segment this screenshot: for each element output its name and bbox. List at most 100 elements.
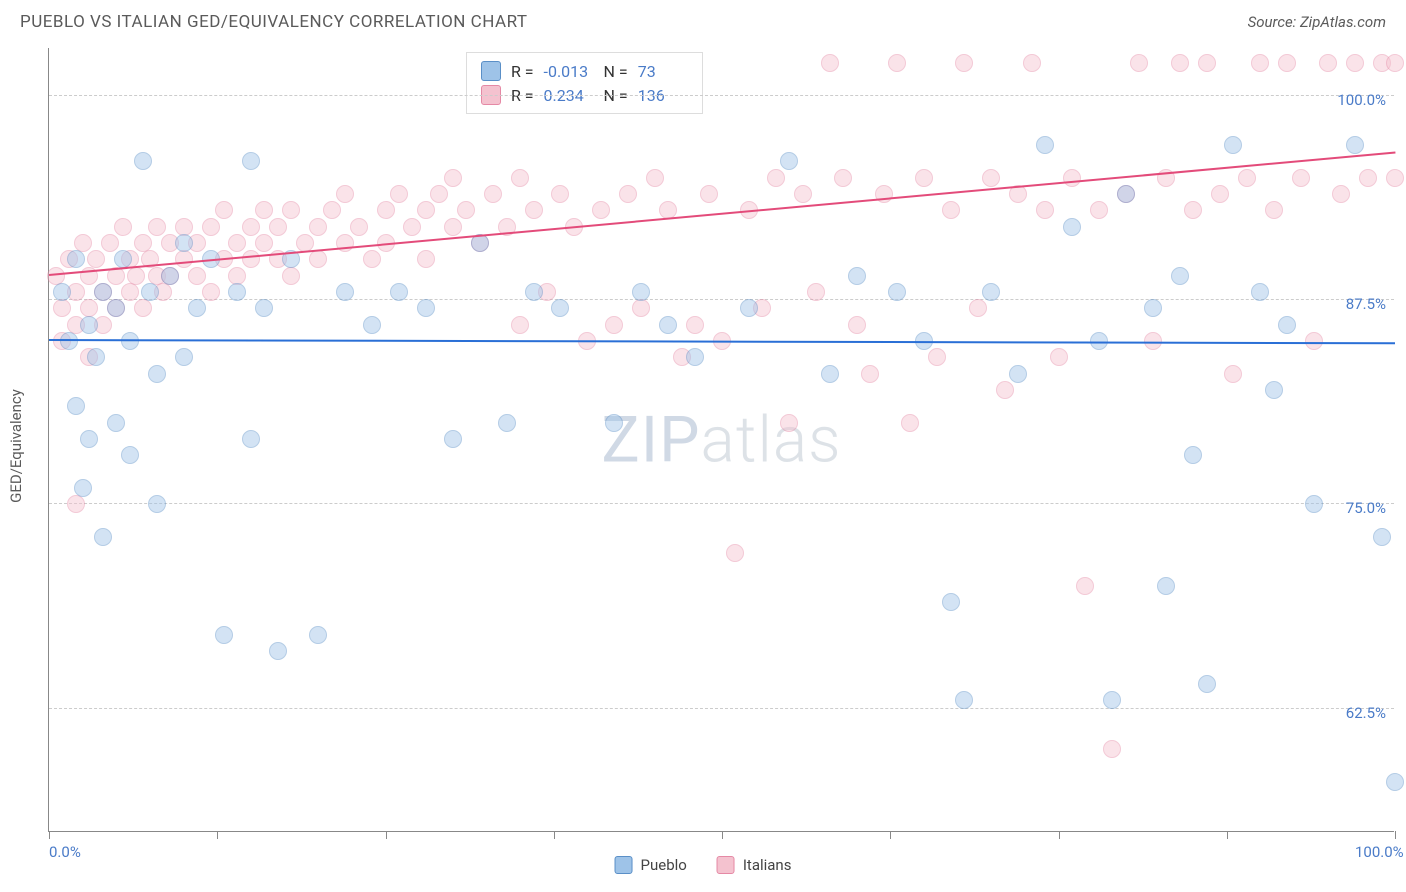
data-point [1144,299,1162,317]
data-point [1063,218,1081,236]
data-point [87,348,105,366]
y-tick-label: 75.0% [1346,499,1386,517]
data-point [1050,348,1068,366]
data-point [67,495,85,513]
data-point [915,169,933,187]
data-point [646,169,664,187]
data-point [525,283,543,301]
data-point [148,365,166,383]
legend-item: Pueblo [615,856,687,874]
data-point [605,414,623,432]
data-point [1305,332,1323,350]
data-point [269,642,287,660]
chart-source: Source: ZipAtlas.com [1248,13,1386,31]
data-point [1036,201,1054,219]
data-point [114,218,132,236]
x-tick [386,831,387,839]
data-point [955,54,973,72]
data-point [551,185,569,203]
data-point [74,234,92,252]
data-point [592,201,610,219]
data-point [780,152,798,170]
data-point [511,169,529,187]
data-point [336,185,354,203]
data-point [794,185,812,203]
watermark: ZIPatlas [601,402,841,477]
data-point [1224,136,1242,154]
data-point [336,283,354,301]
x-tick [722,831,723,839]
data-point [67,250,85,268]
data-point [202,283,220,301]
data-point [1305,495,1323,513]
data-point [632,283,650,301]
data-point [821,365,839,383]
data-point [1023,54,1041,72]
data-point [1184,201,1202,219]
data-point [309,218,327,236]
data-point [255,234,273,252]
data-point [498,414,516,432]
data-point [94,528,112,546]
data-point [928,348,946,366]
data-point [942,593,960,611]
data-point [686,316,704,334]
data-point [148,495,166,513]
data-point [1224,365,1242,383]
data-point [127,267,145,285]
data-point [417,250,435,268]
data-point [121,446,139,464]
data-point [969,299,987,317]
data-point [107,414,125,432]
y-tick-label: 62.5% [1346,704,1386,722]
data-point [228,267,246,285]
legend-label: Pueblo [641,856,687,874]
y-tick-label: 100.0% [1337,91,1386,109]
series-swatch [481,61,501,81]
data-point [848,316,866,334]
data-point [430,185,448,203]
data-point [1386,54,1404,72]
data-point [1130,54,1148,72]
data-point [228,234,246,252]
stats-legend-box: R =-0.013N =73R =0.234N =136 [466,52,703,114]
data-point [202,218,220,236]
legend-swatch [615,856,633,874]
x-tick [1059,831,1060,839]
data-point [67,397,85,415]
data-point [726,544,744,562]
r-value: -0.013 [544,62,594,81]
data-point [215,626,233,644]
data-point [888,283,906,301]
data-point [1278,316,1296,334]
data-point [94,283,112,301]
data-point [1238,169,1256,187]
data-point [767,169,785,187]
data-point [861,365,879,383]
data-point [457,201,475,219]
data-point [255,299,273,317]
data-point [1009,365,1027,383]
data-point [242,218,260,236]
data-point [982,169,1000,187]
data-point [228,283,246,301]
data-point [444,218,462,236]
data-point [740,299,758,317]
data-point [1251,283,1269,301]
x-tick [49,831,50,839]
data-point [1373,528,1391,546]
data-point [1117,185,1135,203]
data-point [53,283,71,301]
gridline-h [49,503,1394,504]
data-point [323,201,341,219]
data-point [1278,54,1296,72]
x-tick [217,831,218,839]
data-point [511,316,529,334]
scatter-chart: ZIPatlas R =-0.013N =73R =0.234N =136 62… [48,48,1394,832]
data-point [619,185,637,203]
data-point [444,430,462,448]
data-point [1386,169,1404,187]
x-tick [890,831,891,839]
data-point [175,218,193,236]
data-point [80,430,98,448]
